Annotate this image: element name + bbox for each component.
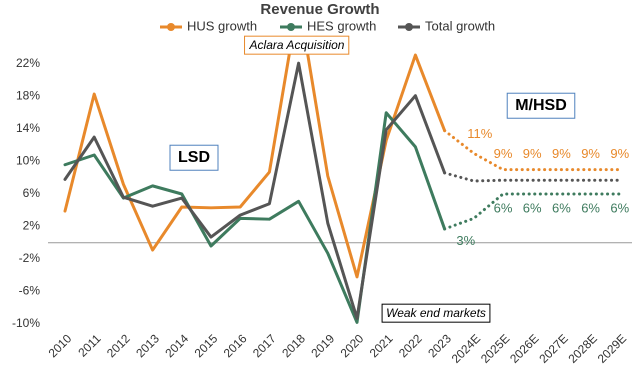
legend-label: Total growth	[425, 18, 495, 33]
x-tick-label: 2015	[192, 331, 221, 360]
data-label: 6%	[494, 200, 513, 215]
data-label: 9%	[494, 146, 513, 161]
annotation-box	[381, 303, 491, 323]
data-label: 9%	[552, 146, 571, 161]
estimate-line	[443, 192, 622, 231]
x-tick-label: 2021	[367, 331, 396, 360]
x-tick-label: 2016	[221, 331, 250, 360]
x-tick-label: 2029E	[595, 331, 629, 365]
data-label: 3%	[456, 233, 475, 248]
annotation-box	[506, 92, 576, 119]
y-tick-label: 22%	[16, 56, 40, 70]
x-tick-label: 2010	[46, 331, 75, 360]
plot-area	[63, 48, 622, 324]
y-tick-label: -6%	[19, 284, 41, 298]
estimate-line	[443, 171, 622, 183]
x-tick-label: 2027E	[536, 331, 570, 365]
annotation: M/HSD	[515, 97, 567, 114]
data-label: 9%	[523, 146, 542, 161]
x-tick-label: 2014	[162, 331, 191, 360]
y-tick-label: 18%	[16, 89, 40, 103]
data-label: 9%	[581, 146, 600, 161]
legend-marker	[167, 23, 175, 31]
x-tick-label: 2026E	[507, 331, 541, 365]
data-label: 6%	[581, 200, 600, 215]
data-label: 9%	[610, 146, 629, 161]
annotation: Weak end markets	[386, 306, 486, 320]
data-label: 6%	[523, 200, 542, 215]
data-label: 6%	[610, 200, 629, 215]
annotation-box	[169, 144, 219, 171]
annotation: Aclara Acquisition	[249, 38, 345, 52]
chart-title: Revenue Growth	[260, 1, 379, 18]
data-label: 6%	[552, 200, 571, 215]
annotation-box	[244, 35, 350, 55]
x-tick-label: 2028E	[566, 331, 600, 365]
y-tick-label: 2%	[23, 219, 41, 233]
series-line	[63, 111, 447, 324]
x-tick-label: 2018	[279, 331, 308, 360]
data-label: 11%	[467, 126, 492, 141]
legend-marker	[405, 23, 413, 31]
legend-label: HUS growth	[187, 18, 257, 33]
series-line	[63, 61, 447, 320]
x-tick-label: 2019	[308, 331, 337, 360]
y-tick-label: 14%	[16, 121, 40, 135]
annotation: LSD	[178, 149, 210, 166]
legend-label: HES growth	[307, 18, 376, 33]
x-tick-label: 2020	[338, 331, 367, 360]
x-tick-label: 2024E	[449, 331, 483, 365]
x-tick-label: 2012	[104, 331, 133, 360]
estimate-line	[443, 129, 622, 172]
y-tick-label: 10%	[16, 154, 40, 168]
y-tick-label: -2%	[19, 251, 41, 265]
x-tick-label: 2013	[133, 331, 162, 360]
x-tick-label: 2025E	[478, 331, 512, 365]
legend-marker	[287, 23, 295, 31]
x-tick-label: 2022	[396, 331, 425, 360]
y-tick-label: -10%	[12, 316, 40, 330]
y-tick-label: 6%	[23, 186, 41, 200]
x-tick-label: 2017	[250, 331, 279, 360]
x-tick-label: 2011	[75, 331, 103, 359]
